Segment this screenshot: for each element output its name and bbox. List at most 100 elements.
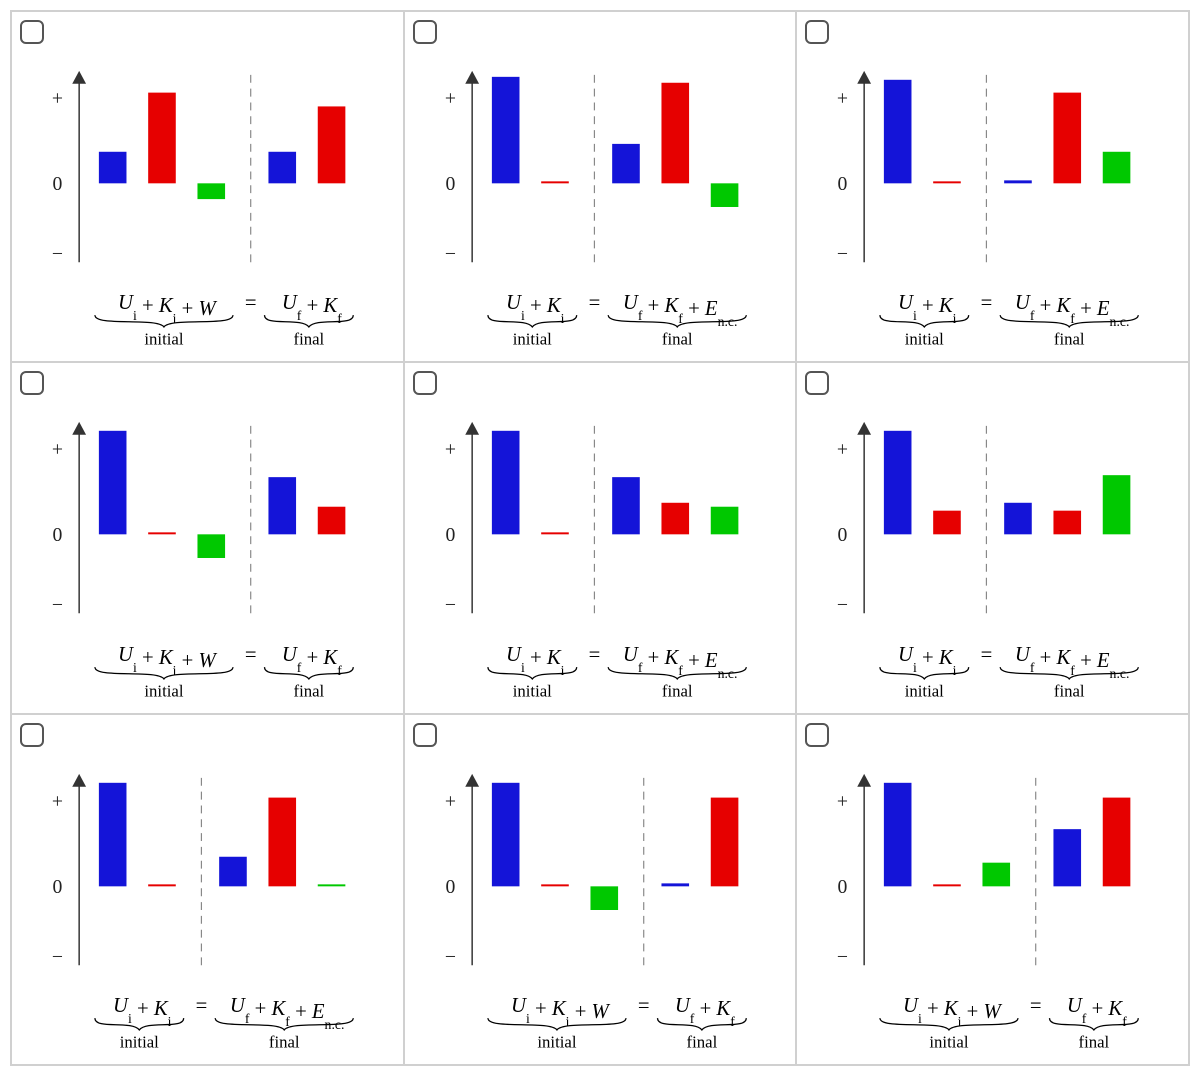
bar-chart: +0 − [20,733,395,992]
bar-chart: +0 − [805,381,1180,640]
svg-text:Ui + Ki: Ui + Ki [506,292,565,325]
svg-text:final: final [294,330,325,349]
svg-text:Ui + Ki + W: Ui + Ki + W [511,995,610,1028]
axis-zero-label: 0 [838,525,848,547]
bar-Uf [612,144,640,183]
axis-zero-label: 0 [838,876,848,898]
svg-text:Uf + Kf: Uf + Kf [1067,995,1127,1028]
axis-zero-label: 0 [53,876,63,898]
svg-text:Uf + Kf + En.c.: Uf + Kf + En.c. [1015,644,1130,680]
bar-Kf [1103,797,1131,886]
svg-text:final: final [686,1033,717,1052]
equals-sign: = [588,292,600,314]
panel-A: +0−Ui + Ki + W initial = Uf + Kf final [11,11,404,362]
bar-Enc [710,183,738,207]
panel-G: +0−Ui + Kiinitial=Uf + Kf + En.c.final [11,714,404,1065]
energy-equation: Ui + Kiinitial=Uf + Kf + En.c.final [805,641,1180,705]
bar-Uf [268,152,296,184]
svg-text:initial: initial [144,681,183,700]
energy-equation: Ui + Kiinitial=Uf + Kf + En.c.final [413,641,788,705]
bar-Ui [884,431,912,535]
axis-minus-label: − [52,946,63,968]
bar-Ki [934,511,962,535]
axis-minus-label: − [445,595,456,617]
energy-equation: Ui + Ki + W initial = Uf + Kf final [20,289,395,353]
axis-minus-label: − [52,595,63,617]
bar-Kf [661,83,689,184]
svg-text:initial: initial [905,330,944,349]
energy-equation: Ui + Ki + Winitial=Uf + Kffinal [413,992,788,1056]
bar-Ui [492,782,520,886]
bar-Kf [1054,511,1082,535]
panel-H: +0−Ui + Ki + Winitial=Uf + Kffinal [404,714,797,1065]
axis-plus-label: + [52,87,63,109]
bar-chart: +0 − [413,30,788,289]
svg-text:Ui + Ki + W: Ui + Ki + W [118,292,217,325]
bar-Uf [219,856,247,886]
svg-text:Ui + Ki: Ui + Ki [898,644,957,677]
bar-W [590,886,618,910]
svg-text:Ui + Ki + W: Ui + Ki + W [118,644,217,677]
bar-Ui [492,431,520,535]
axis-minus-label: − [445,243,456,265]
axis-plus-label: + [837,87,848,109]
panel-D: +0−Ui + Ki + Winitial=Uf + Kffinal [11,362,404,713]
axis-zero-label: 0 [53,525,63,547]
axis-zero-label: 0 [445,876,455,898]
bar-Uf [612,477,640,534]
axis-zero-label: 0 [445,173,455,195]
bar-Uf [1004,503,1032,535]
axis-plus-label: + [445,87,456,109]
equals-sign: = [981,644,993,666]
axis-plus-label: + [52,439,63,461]
axis-minus-label: − [837,595,848,617]
axis-plus-label: + [837,439,848,461]
svg-text:Ui + Ki: Ui + Ki [898,292,957,325]
axis-zero-label: 0 [445,525,455,547]
equals-sign: = [245,292,257,314]
svg-text:Ui + Ki: Ui + Ki [113,995,172,1028]
bar-W [197,535,225,559]
equals-sign: = [981,292,993,314]
bar-Enc [1103,152,1131,184]
equals-sign: = [638,995,650,1017]
bar-Ui [492,77,520,183]
svg-text:final: final [269,1033,300,1052]
bar-Uf [1054,829,1082,886]
bar-Kf [318,106,346,183]
bar-chart: +0− [20,30,395,289]
bar-Ki [148,884,176,886]
svg-text:initial: initial [905,681,944,700]
bar-chart: +0− [805,30,1180,289]
bar-Kf [710,797,738,886]
bar-Enc [710,507,738,535]
panel-I: +0 − Ui + Ki + Winitial=Uf + Kffinal [796,714,1189,1065]
svg-text:Uf + Kf: Uf + Kf [282,292,342,325]
axis-plus-label: + [445,790,456,812]
bar-Ui [99,431,127,535]
bar-Ui [884,782,912,886]
bar-Uf [268,477,296,534]
svg-text:initial: initial [512,330,551,349]
bar-Kf [268,797,296,886]
energy-equation: Ui + Ki + Winitial=Uf + Kffinal [20,641,395,705]
axis-zero-label: 0 [838,173,848,195]
svg-text:initial: initial [144,330,183,349]
panel-C: +0−Ui + Kiinitial=Uf + Kf + En.c.final [796,11,1189,362]
equals-sign: = [245,644,257,666]
bar-W [983,862,1011,886]
axis-plus-label: + [52,790,63,812]
bar-Enc [1103,475,1131,534]
energy-equation: Ui + Ki + Winitial=Uf + Kffinal [805,992,1180,1056]
axis-plus-label: + [837,790,848,812]
bar-Ki [541,533,569,535]
bar-Kf [318,507,346,535]
bar-Ki [541,884,569,886]
bar-Kf [1054,93,1082,184]
equals-sign: = [588,644,600,666]
axis-plus-label: + [445,439,456,461]
axis-zero-label: 0 [53,173,63,195]
bar-Ui [99,782,127,886]
bar-chart: +0− [413,733,788,992]
axis-minus-label: − [837,946,848,968]
